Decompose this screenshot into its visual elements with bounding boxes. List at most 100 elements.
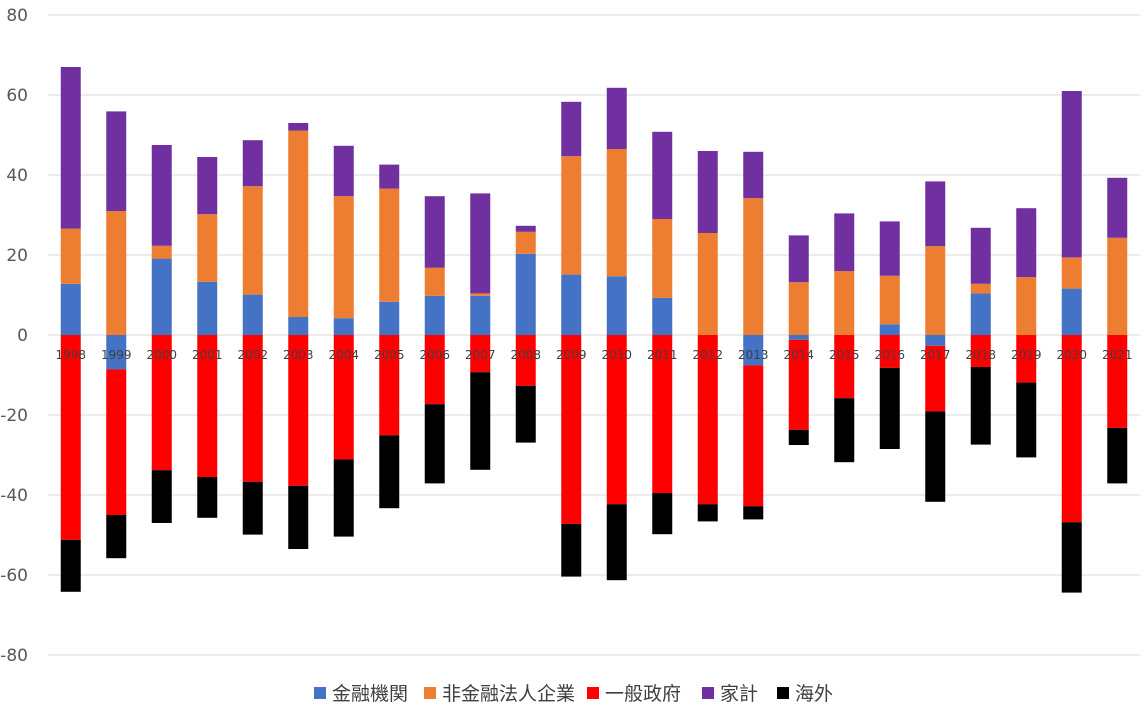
bar-segment	[788, 282, 809, 335]
x-tick-label: 2006	[419, 348, 450, 362]
bar-segment	[60, 539, 81, 592]
bar-segment	[561, 523, 582, 577]
bar-segment	[561, 335, 582, 524]
bar-segment	[242, 186, 263, 295]
bars	[60, 67, 1128, 593]
bar-segment	[743, 365, 764, 507]
y-tick-label: 80	[6, 6, 28, 26]
bar-segment	[60, 283, 81, 335]
bar-segment	[60, 67, 81, 229]
bar-segment	[1061, 288, 1082, 335]
bar-segment	[288, 130, 309, 317]
x-tick-label: 2019	[1011, 348, 1042, 362]
bar-segment	[606, 335, 627, 505]
bar-segment	[925, 335, 946, 346]
x-tick-label: 2004	[328, 348, 359, 362]
legend-label: 一般政府	[605, 683, 681, 705]
bar-segment	[970, 283, 991, 294]
bar-segment	[834, 271, 855, 335]
bar-segment	[242, 481, 263, 535]
bar-segment	[379, 164, 400, 189]
bar-segment	[970, 293, 991, 335]
bar-segment	[652, 335, 673, 493]
bar-segment	[1107, 335, 1128, 428]
legend-label: 金融機関	[332, 683, 408, 705]
x-tick-label: 2014	[783, 348, 814, 362]
y-tick-label: 20	[6, 246, 28, 266]
bar-segment	[834, 398, 855, 463]
x-tick-label: 2005	[374, 348, 405, 362]
bar-segment	[561, 156, 582, 275]
bar-segment	[333, 145, 354, 197]
y-tick-label: 40	[6, 166, 28, 186]
bar-segment	[60, 228, 81, 284]
bar-segment	[333, 196, 354, 319]
legend-swatch	[587, 687, 599, 699]
bar-segment	[879, 221, 900, 276]
bar-segment	[242, 294, 263, 335]
legend: 金融機関 非金融法人企業 一般政府 家計 海外	[314, 683, 833, 705]
bar-segment	[606, 87, 627, 149]
bar-segment	[106, 111, 127, 211]
bar-segment	[1016, 335, 1037, 383]
bar-segment	[743, 506, 764, 520]
y-axis-tick-labels: 80 60 40 20 0 -20 -40 -60 -80	[0, 6, 28, 666]
bar-segment	[379, 335, 400, 436]
bar-segment	[470, 372, 491, 470]
bar-segment	[1061, 335, 1082, 523]
gridlines	[48, 14, 1140, 656]
bar-segment	[788, 235, 809, 283]
x-tick-label: 2017	[920, 348, 951, 362]
bar-segment	[379, 301, 400, 335]
bar-segment	[151, 245, 172, 259]
bar-segment	[424, 267, 445, 296]
legend-swatch	[424, 687, 436, 699]
x-tick-label: 2003	[283, 348, 314, 362]
bar-segment	[606, 504, 627, 581]
bar-segment	[151, 258, 172, 335]
bar-segment	[652, 131, 673, 219]
x-tick-label: 2021	[1102, 348, 1133, 362]
legend-swatch	[777, 687, 789, 699]
bar-segment	[424, 196, 445, 268]
bar-segment	[333, 335, 354, 460]
x-tick-label: 2007	[465, 348, 496, 362]
x-tick-label: 2015	[829, 348, 860, 362]
legend-label: 非金融法人企業	[442, 683, 575, 705]
bar-segment	[60, 335, 81, 540]
bar-segment	[333, 459, 354, 537]
bar-segment	[197, 281, 218, 335]
bar-segment	[925, 246, 946, 335]
bar-segment	[470, 293, 491, 296]
bar-segment	[197, 335, 218, 477]
bar-segment	[288, 485, 309, 549]
bar-segment	[697, 233, 718, 335]
bar-segment	[1107, 177, 1128, 238]
bar-segment	[743, 335, 764, 366]
bar-segment	[925, 345, 946, 412]
x-axis-tick-labels: 1998 1999 2000 2001 2002 2003 2004 2005 2006 2007…	[55, 348, 1132, 362]
bar-segment	[1016, 382, 1037, 458]
bar-segment	[970, 335, 991, 367]
bar-segment	[1016, 208, 1037, 277]
bar-segment	[515, 385, 536, 443]
bar-segment	[697, 335, 718, 505]
x-tick-label: 1999	[101, 348, 132, 362]
bar-segment	[652, 297, 673, 335]
bar-segment	[197, 214, 218, 282]
bar-segment	[197, 157, 218, 215]
bar-segment	[106, 335, 127, 370]
x-tick-label: 2008	[510, 348, 541, 362]
bar-segment	[743, 151, 764, 199]
bar-segment	[834, 335, 855, 399]
bar-segment	[925, 181, 946, 247]
bar-segment	[515, 231, 536, 254]
legend-label: 海外	[795, 683, 833, 705]
bar-segment	[1107, 427, 1128, 484]
bar-segment	[151, 470, 172, 523]
bar-segment	[606, 276, 627, 335]
bar-segment	[879, 335, 900, 368]
y-tick-label: 0	[17, 326, 28, 346]
bar-segment	[788, 335, 809, 340]
